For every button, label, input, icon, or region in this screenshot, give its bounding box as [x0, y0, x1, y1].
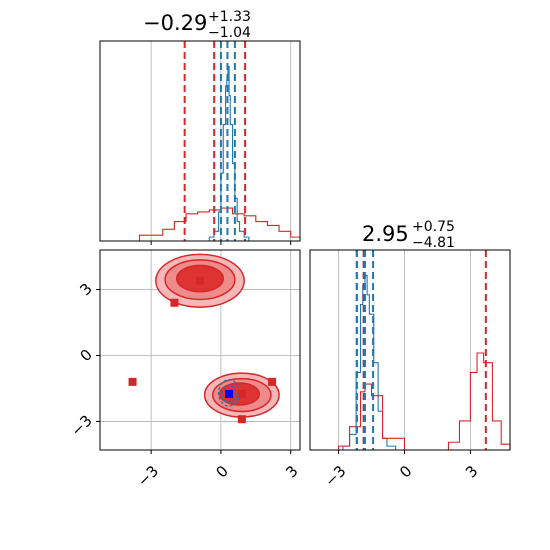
bottom-right-axes-frame: [309, 249, 511, 451]
red-square-marker-1: [170, 298, 179, 307]
bottom-left-xtick-label-2: 3: [282, 462, 301, 481]
bottom-left-markers: [128, 276, 277, 424]
bottom-left-ytick-label-2: 3: [76, 280, 95, 299]
red-square-marker-5: [268, 377, 277, 386]
bottom-left-ytick-label-0: −3: [68, 412, 96, 440]
top-left-title-minus: −1.04: [208, 25, 251, 41]
panel-bottom-right: 2.95 +0.75 −4.81 −3 0 3: [309, 219, 511, 490]
bottom-left-contours: [155, 253, 280, 418]
bottom-right-title-median: 2.95: [362, 222, 409, 246]
bottom-left-ytick-label-1: 0: [76, 346, 95, 365]
top-left-histogram-red: [100, 207, 301, 242]
bottom-left-xtick-label-0: −3: [134, 462, 162, 490]
red-square-marker-2: [128, 377, 137, 386]
bottom-right-histogram-red: [310, 352, 511, 451]
bottom-right-title-minus: −4.81: [412, 235, 455, 251]
blue-contour-1: [221, 384, 237, 404]
bottom-left-xtick-label-1: 0: [213, 462, 232, 481]
bottom-right-histogram-blue: [334, 274, 405, 451]
bottom-right-histograms: [310, 274, 511, 451]
top-left-axes-frame: [99, 40, 301, 242]
panel-bottom-left: −3 0 3 −3 0 3: [68, 249, 302, 490]
red-square-marker-0: [196, 276, 204, 285]
bottom-right-xtick-label-0: −3: [321, 462, 349, 490]
top-left-ticks: [150, 241, 292, 245]
red-square-marker-4: [237, 415, 246, 424]
top-left-quantile-lines: [183, 41, 247, 241]
blue-square-marker: [225, 389, 234, 398]
bottom-left-grid: [100, 250, 300, 450]
bottom-right-title-plus: +0.75: [412, 219, 455, 235]
bottom-right-xtick-label-1: 0: [396, 462, 415, 481]
bottom-left-axes-frame: [99, 249, 301, 451]
top-left-histograms: [100, 65, 301, 242]
bottom-right-quantile-lines: [355, 250, 487, 450]
top-left-title-plus: +1.33: [208, 9, 251, 25]
red-square-marker-3: [237, 389, 246, 398]
top-left-title-median: −0.29: [143, 11, 207, 35]
bottom-right-xtick-label-2: 3: [462, 462, 481, 481]
bottom-right-grid: [338, 250, 471, 450]
panel-top-left: −0.29 +1.33 −1.04: [99, 9, 301, 245]
bottom-right-ticks: −3 0 3: [321, 450, 482, 490]
